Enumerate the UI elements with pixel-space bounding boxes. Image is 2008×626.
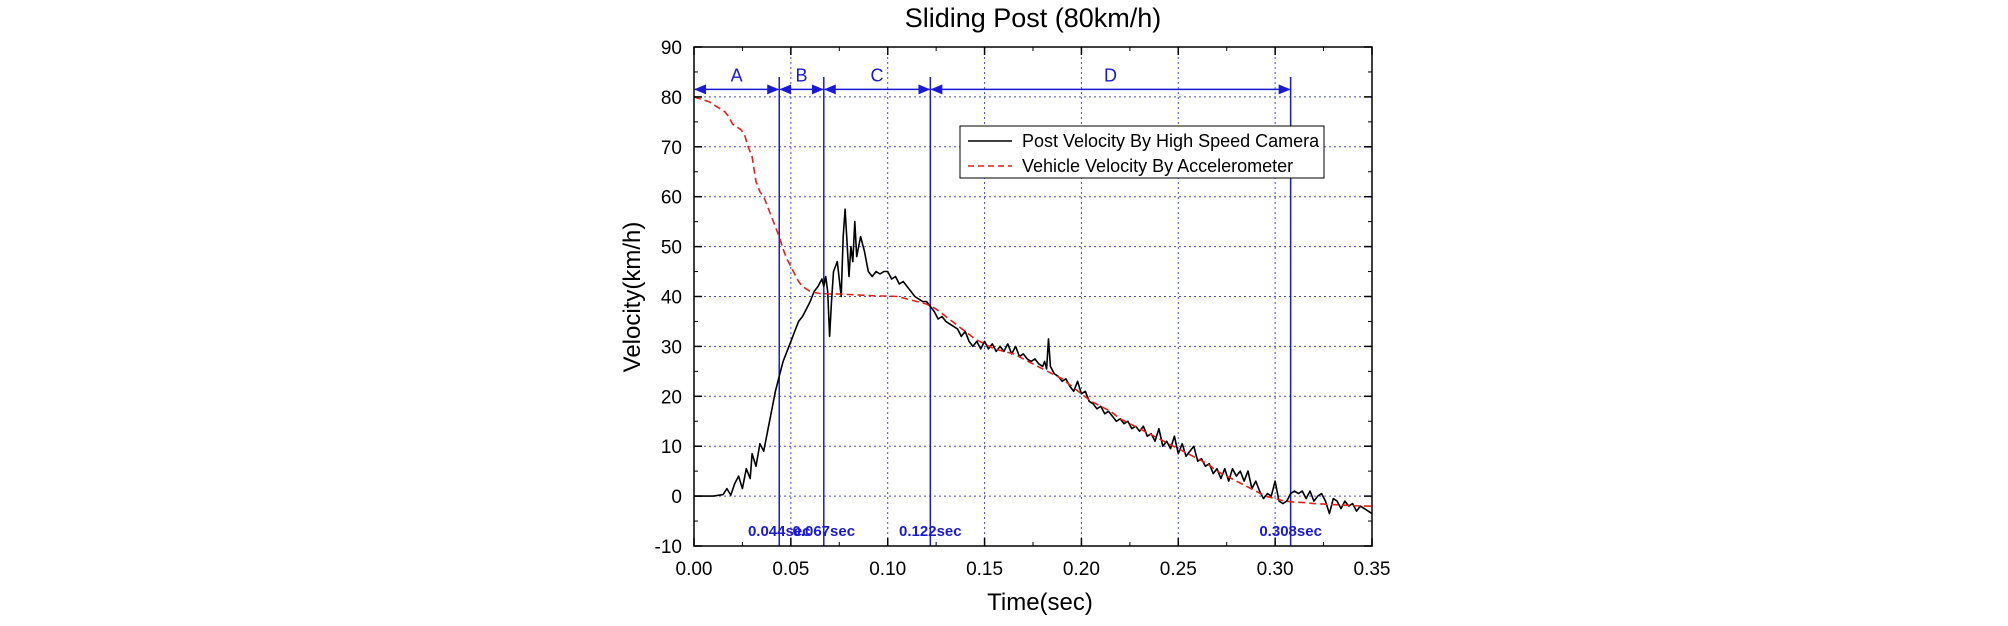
axes: 0.00 0.05 0.10 0.15 0.20 0.25 0.30 0.35 -10 0 10 20…: [655, 38, 1391, 580]
y-tick-label: 70: [661, 138, 682, 159]
y-tick-label: 50: [661, 238, 682, 259]
phase-boundary-label: 0.122sec: [899, 523, 962, 540]
y-tick-label: 30: [661, 337, 682, 358]
phase-boundary-label: 0.067sec: [792, 523, 855, 540]
legend-box: [959, 125, 1325, 179]
phase-label: B: [796, 65, 808, 85]
y-axis-label: Velocity(km/h): [619, 222, 646, 373]
y-tick-label: 20: [661, 387, 682, 408]
x-tick-label: 0.30: [1257, 559, 1294, 580]
chart-title: Sliding Post (80km/h): [905, 3, 1162, 33]
phase-label: D: [1104, 65, 1117, 85]
series-line-post-velocity: [694, 208, 1372, 515]
x-tick-label: 0.15: [966, 559, 1003, 580]
y-tick-label: 40: [661, 288, 682, 309]
x-tick-label: 0.10: [869, 559, 906, 580]
y-tick-label: -10: [655, 537, 682, 558]
x-tick-label: 0.05: [772, 559, 809, 580]
x-tick-label: 0.25: [1160, 559, 1197, 580]
phase-label: A: [731, 65, 743, 85]
x-axis-label: Time(sec): [987, 589, 1093, 616]
y-tick-label: 90: [661, 38, 682, 59]
series-layer: [694, 96, 1372, 515]
phase-boundary-label: 0.044sec: [748, 523, 811, 540]
y-tick-label: 60: [661, 188, 682, 209]
legend-label-vehicle: Vehicle Velocity By Accelerometer: [1022, 156, 1293, 176]
x-tick-label: 0.20: [1063, 559, 1100, 580]
grid: [694, 47, 1372, 546]
y-tick-label: 0: [671, 487, 682, 508]
x-tick-label: 0.00: [676, 559, 713, 580]
x-tick-label: 0.35: [1354, 559, 1391, 580]
series-line-vehicle-velocity: [694, 96, 1372, 507]
y-tick-label: 10: [661, 437, 682, 458]
legend-label-post: Post Velocity By High Speed Camera: [1022, 131, 1320, 151]
y-tick-label: 80: [661, 88, 682, 109]
phase-label: C: [871, 65, 884, 85]
legend: Post Velocity By High Speed Camera Vehic…: [959, 125, 1325, 179]
phase-boundary-label: 0.308sec: [1259, 523, 1322, 540]
